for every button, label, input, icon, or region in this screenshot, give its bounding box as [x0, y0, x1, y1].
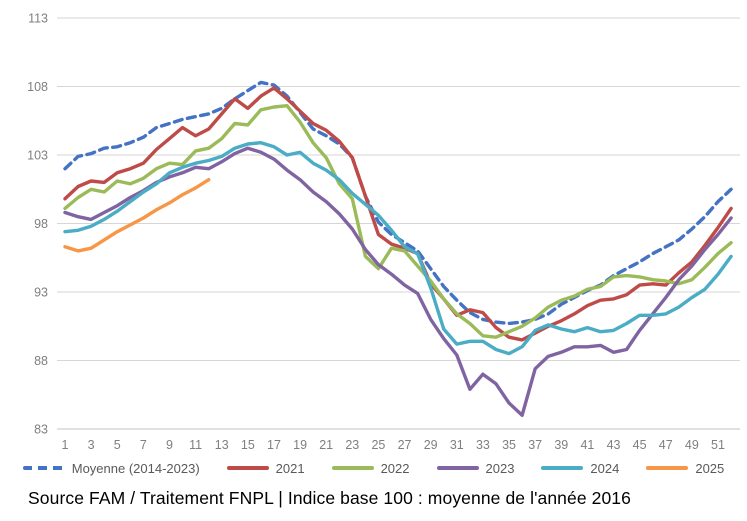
x-tick-label: 41	[580, 438, 594, 452]
legend-line-swatch	[436, 466, 479, 470]
legend-item-2022: 2022	[331, 460, 410, 476]
series-line-2024	[63, 141, 733, 356]
gridlines	[57, 17, 740, 430]
legend-label: 2023	[485, 460, 515, 476]
legend-item-moyenne-2014-2023-: Moyenne (2014-2023)	[22, 460, 200, 476]
x-tick-label: 35	[502, 438, 516, 452]
x-tick-label: 37	[528, 438, 542, 452]
x-tick-label: 49	[685, 438, 699, 452]
x-tick-label: 11	[189, 438, 202, 452]
chart-legend: Moyenne (2014-2023) 2021 2022 2023 2024 2025	[0, 456, 747, 480]
x-tick-label: 31	[450, 438, 464, 452]
series-line-2023	[63, 146, 733, 417]
x-tick-label: 45	[633, 438, 647, 452]
x-tick-label: 7	[140, 438, 147, 452]
x-tick-label: 25	[371, 438, 385, 452]
x-tick-label: 1	[62, 438, 69, 452]
y-tick-label: 98	[34, 217, 48, 231]
series-line-moyenne-2014-2023-	[63, 80, 733, 326]
x-tick-label: 27	[398, 438, 412, 452]
x-tick-label: 5	[114, 438, 121, 452]
y-tick-label: 113	[28, 12, 48, 26]
x-tick-label: 23	[345, 438, 359, 452]
series-line-2022	[63, 104, 733, 339]
x-tick-label: 9	[166, 438, 173, 452]
x-tick-label: 47	[659, 438, 673, 452]
x-tick-label: 17	[267, 438, 281, 452]
legend-item-2021: 2021	[226, 460, 305, 476]
y-tick-label: 103	[27, 149, 48, 163]
legend-label: 2022	[380, 460, 410, 476]
y-tick-label: 108	[27, 80, 48, 94]
y-tick-label: 93	[34, 286, 48, 300]
legend-line-swatch	[646, 466, 689, 470]
series-lines	[63, 80, 733, 417]
legend-item-2023: 2023	[436, 460, 515, 476]
x-tick-label: 39	[554, 438, 568, 452]
x-tick-label: 15	[241, 438, 255, 452]
legend-line-swatch	[541, 466, 584, 470]
legend-line-swatch	[22, 466, 65, 470]
legend-label: Moyenne (2014-2023)	[71, 460, 200, 476]
x-tick-label: 19	[293, 438, 307, 452]
x-tick-label: 33	[476, 438, 490, 452]
source-caption: Source FAM / Traitement FNPL | Indice ba…	[28, 488, 631, 508]
legend-label: 2021	[275, 460, 305, 476]
legend-label: 2024	[590, 460, 620, 476]
legend-line-swatch	[331, 466, 374, 470]
x-tick-label: 13	[215, 438, 229, 452]
x-tick-label: 51	[711, 438, 725, 452]
x-tick-label: 3	[88, 438, 95, 452]
legend-item-2025: 2025	[646, 461, 724, 476]
y-axis-labels: 83 88 93 98 103 108 113	[27, 12, 48, 437]
legend-label: 2025	[695, 460, 725, 476]
x-tick-label: 29	[424, 438, 438, 452]
y-tick-label: 88	[34, 354, 48, 368]
legend-line-swatch	[226, 466, 269, 470]
y-tick-label: 83	[34, 423, 48, 437]
series-line-2025	[63, 178, 211, 253]
x-tick-label: 21	[319, 438, 333, 452]
x-tick-label: 43	[607, 438, 621, 452]
legend-item-2024: 2024	[541, 461, 619, 476]
series-line-2021	[63, 86, 733, 342]
x-axis-labels: 1 3 5 7 9 11 13 15 17 19 21 23 25 27 29 31 33 35 37 39 41 43 4…	[62, 438, 725, 452]
